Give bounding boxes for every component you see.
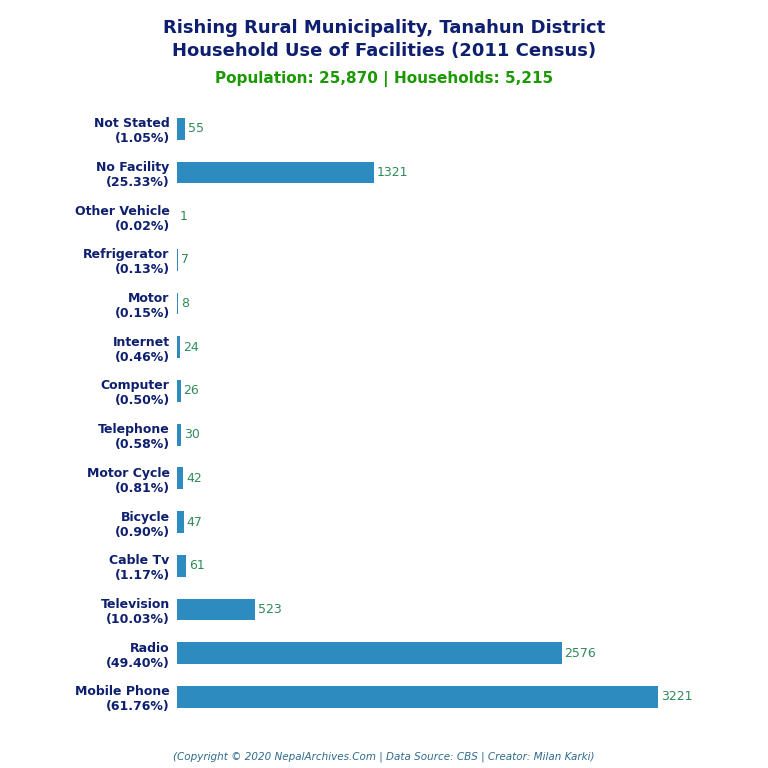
Bar	[177, 161, 374, 184]
Bar	[177, 686, 658, 708]
Text: 55: 55	[188, 122, 204, 135]
Text: 42: 42	[186, 472, 202, 485]
Text: 1: 1	[180, 210, 187, 223]
Text: Rishing Rural Municipality, Tanahun District: Rishing Rural Municipality, Tanahun Dist…	[163, 19, 605, 37]
Text: Population: 25,870 | Households: 5,215: Population: 25,870 | Households: 5,215	[215, 71, 553, 87]
Bar	[177, 336, 180, 358]
Bar	[177, 598, 255, 621]
Text: 61: 61	[189, 559, 204, 572]
Bar	[177, 511, 184, 533]
Text: 30: 30	[184, 428, 200, 441]
Text: 2576: 2576	[564, 647, 597, 660]
Bar	[177, 468, 183, 489]
Bar	[177, 380, 180, 402]
Text: Household Use of Facilities (2011 Census): Household Use of Facilities (2011 Census…	[172, 42, 596, 60]
Text: 47: 47	[187, 515, 203, 528]
Text: 26: 26	[184, 385, 199, 398]
Bar	[177, 424, 181, 445]
Text: 1321: 1321	[377, 166, 409, 179]
Text: 523: 523	[258, 603, 282, 616]
Bar	[177, 293, 178, 314]
Text: 3221: 3221	[661, 690, 693, 703]
Text: 24: 24	[184, 341, 199, 354]
Bar	[177, 118, 185, 140]
Text: 7: 7	[180, 253, 189, 266]
Text: 8: 8	[180, 297, 189, 310]
Bar	[177, 642, 561, 664]
Text: (Copyright © 2020 NepalArchives.Com | Data Source: CBS | Creator: Milan Karki): (Copyright © 2020 NepalArchives.Com | Da…	[174, 751, 594, 762]
Bar	[177, 554, 186, 577]
